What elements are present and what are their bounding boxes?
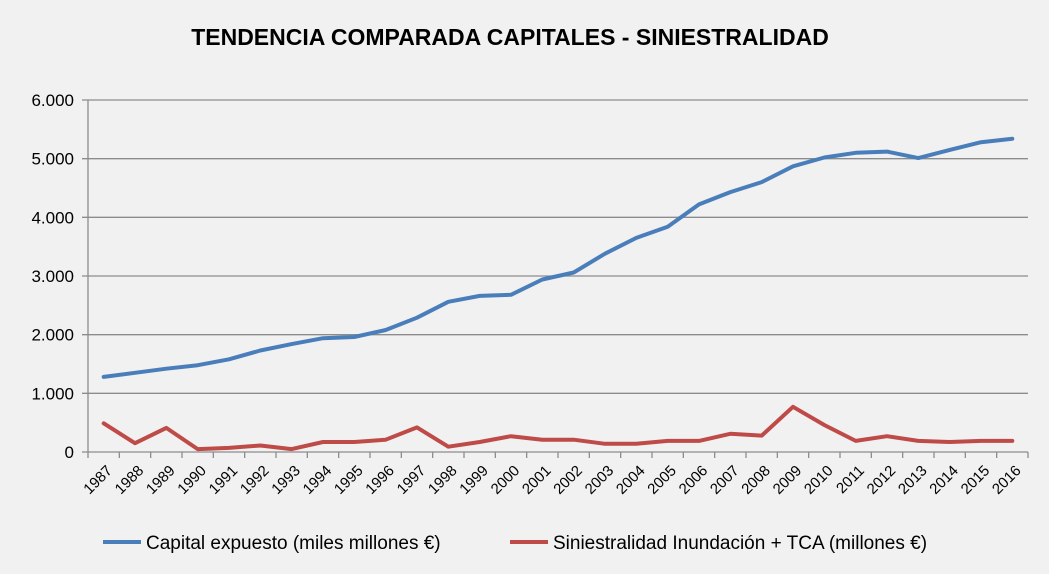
x-tick-label: 2014	[926, 462, 962, 498]
legend: Capital expuesto (miles millones €) Sinie…	[103, 533, 927, 554]
x-tick-label: 2016	[989, 462, 1025, 498]
x-tick-label: 2012	[864, 462, 900, 498]
x-tick-label: 2006	[676, 462, 712, 498]
series-line-1	[101, 136, 1015, 379]
chart-title: TENDENCIA COMPARADA CAPITALES - SINIESTR…	[191, 24, 829, 50]
y-tick-label: 1.000	[31, 384, 74, 403]
x-tick-label: 1999	[456, 462, 492, 498]
x-tick-label: 2011	[833, 462, 868, 497]
x-tick-label: 2002	[550, 462, 586, 498]
x-tick-label: 2015	[958, 462, 994, 498]
x-tick-label: 1995	[331, 462, 367, 498]
x-tick-label: 1988	[112, 462, 148, 498]
y-tick-label: 3.000	[31, 267, 74, 286]
x-tick-label: 1996	[362, 462, 398, 498]
gridlines	[82, 99, 1028, 453]
x-tick-label: 2001	[519, 462, 555, 498]
y-tick-label: 6.000	[31, 91, 74, 110]
x-tick-label: 1998	[425, 462, 461, 498]
x-tick-label: 1991	[206, 462, 242, 498]
y-axis-ticks: 0 1.000 2.000 3.000 4.000 5.000 6.000	[31, 91, 74, 462]
x-tick-label: 1989	[143, 462, 179, 498]
x-axis-ticks: 1987198819891990199119921993199419951996…	[80, 452, 1029, 498]
series-line-2	[101, 404, 1015, 452]
x-tick-label: 2009	[770, 462, 806, 498]
x-tick-label: 2013	[895, 462, 931, 498]
legend-label: Siniestralidad Inundación + TCA (millone…	[553, 533, 927, 554]
y-tick-label: 2.000	[31, 326, 74, 345]
x-tick-label: 2010	[801, 462, 837, 498]
x-tick-label: 2000	[488, 462, 524, 498]
x-tick-label: 1990	[174, 462, 210, 498]
y-tick-label: 0	[65, 443, 74, 462]
x-tick-label: 2008	[738, 462, 774, 498]
y-tick-label: 4.000	[31, 208, 74, 227]
x-tick-label: 1993	[268, 462, 304, 498]
x-tick-label: 1994	[300, 462, 336, 498]
x-tick-label: 1987	[80, 462, 116, 498]
x-tick-label: 2005	[644, 462, 680, 498]
x-tick-label: 1997	[394, 462, 430, 498]
legend-label: Capital expuesto (miles millones €)	[146, 533, 441, 554]
x-tick-label: 2004	[613, 462, 649, 498]
y-tick-label: 5.000	[31, 150, 74, 169]
x-tick-label: 2007	[707, 462, 743, 498]
x-tick-label: 2003	[582, 462, 618, 498]
x-tick-label: 1992	[237, 462, 273, 498]
series-lines	[101, 136, 1015, 452]
